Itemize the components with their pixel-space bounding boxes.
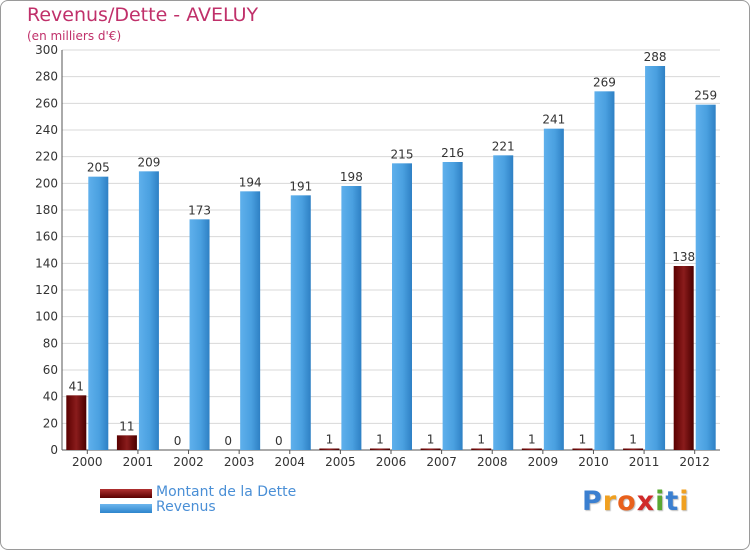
y-tick-label: 260 — [35, 96, 58, 110]
bar-dette — [116, 435, 137, 450]
logo-letter: x — [636, 486, 656, 517]
data-label: 269 — [593, 75, 616, 89]
y-tick-label: 80 — [43, 336, 58, 350]
data-label: 288 — [644, 50, 667, 64]
data-label: 138 — [672, 250, 695, 264]
x-tick-label: 2004 — [274, 455, 305, 469]
y-tick-label: 180 — [35, 203, 58, 217]
proxiti-logo: Proxiti — [582, 486, 690, 517]
bar-dette — [673, 266, 694, 450]
y-tick-label: 100 — [35, 310, 58, 324]
bar-revenus — [88, 176, 109, 450]
bar-dette — [572, 448, 593, 450]
y-tick-label: 160 — [35, 230, 58, 244]
bar-revenus — [543, 128, 564, 450]
bar-revenus — [341, 186, 362, 450]
y-tick-label: 40 — [43, 390, 58, 404]
x-tick-label: 2003 — [224, 455, 255, 469]
y-tick-label: 280 — [35, 70, 58, 84]
bar-revenus — [493, 155, 514, 451]
data-label: 0 — [174, 434, 182, 448]
data-label: 215 — [391, 147, 414, 161]
y-tick-label: 140 — [35, 256, 58, 270]
x-tick-label: 2011 — [629, 455, 660, 469]
bar-revenus — [645, 66, 666, 450]
data-label: 11 — [119, 419, 134, 433]
data-label: 1 — [427, 433, 435, 447]
data-label: 41 — [69, 379, 84, 393]
data-label: 191 — [289, 179, 312, 193]
y-tick-label: 220 — [35, 150, 58, 164]
x-tick-label: 2012 — [679, 455, 710, 469]
x-tick-label: 2001 — [123, 455, 154, 469]
x-tick-label: 2008 — [477, 455, 508, 469]
bar-dette — [471, 448, 492, 450]
bar-dette — [521, 448, 542, 450]
data-label: 216 — [441, 146, 464, 160]
data-label: 1 — [579, 433, 587, 447]
y-tick-label: 300 — [35, 43, 58, 57]
data-label: 1 — [528, 433, 536, 447]
logo-letter: t — [665, 486, 680, 517]
y-tick-label: 200 — [35, 176, 58, 190]
x-tick-label: 2010 — [578, 455, 609, 469]
legend-label-revenus: Revenus — [156, 499, 216, 515]
data-label: 194 — [239, 175, 262, 189]
data-label: 173 — [188, 203, 211, 217]
logo-letter: r — [602, 486, 618, 517]
bar-revenus — [695, 104, 716, 451]
data-label: 1 — [477, 433, 485, 447]
data-label: 1 — [629, 433, 637, 447]
legend-label-dette: Montant de la Dette — [156, 484, 297, 500]
data-label: 209 — [137, 155, 160, 169]
x-tick-label: 2009 — [528, 455, 559, 469]
legend-swatch-revenus — [100, 504, 152, 513]
x-tick-label: 2006 — [376, 455, 407, 469]
data-label: 0 — [275, 434, 283, 448]
y-tick-label: 20 — [43, 416, 58, 430]
x-tick-label: 2007 — [426, 455, 457, 469]
bar-revenus — [240, 191, 261, 451]
logo-letter: o — [617, 486, 637, 517]
chart-subtitle: (en milliers d'€) — [27, 29, 122, 43]
legend-swatch-dette — [100, 489, 152, 498]
x-tick-label: 2000 — [72, 455, 103, 469]
bar-dette — [319, 448, 340, 450]
bar-revenus — [392, 163, 412, 451]
bar-dette — [623, 448, 644, 450]
bar-revenus — [290, 195, 311, 450]
data-label: 198 — [340, 170, 363, 184]
bar-revenus — [442, 162, 463, 450]
x-tick-label: 2005 — [325, 455, 356, 469]
logo-letter: i — [655, 486, 666, 517]
y-tick-label: 0 — [50, 443, 58, 457]
y-tick-label: 240 — [35, 123, 58, 137]
data-label: 205 — [87, 161, 110, 175]
data-label: 1 — [326, 433, 334, 447]
x-tick-label: 2002 — [173, 455, 204, 469]
bar-dette — [420, 448, 441, 450]
bar-revenus — [594, 91, 615, 450]
logo-letter: i — [679, 486, 690, 517]
data-label: 0 — [224, 434, 232, 448]
bar-dette — [370, 448, 390, 450]
data-label: 1 — [376, 433, 384, 447]
chart-title: Revenus/Dette - AVELUY — [27, 4, 259, 26]
logo-letter: P — [582, 486, 603, 517]
bar-revenus — [138, 171, 159, 451]
y-tick-label: 60 — [43, 363, 58, 377]
bar-revenus — [189, 219, 210, 450]
y-tick-label: 120 — [35, 283, 58, 297]
data-label: 221 — [492, 139, 515, 153]
bar-dette — [66, 395, 87, 450]
data-label: 241 — [542, 113, 565, 127]
data-label: 259 — [694, 89, 717, 103]
